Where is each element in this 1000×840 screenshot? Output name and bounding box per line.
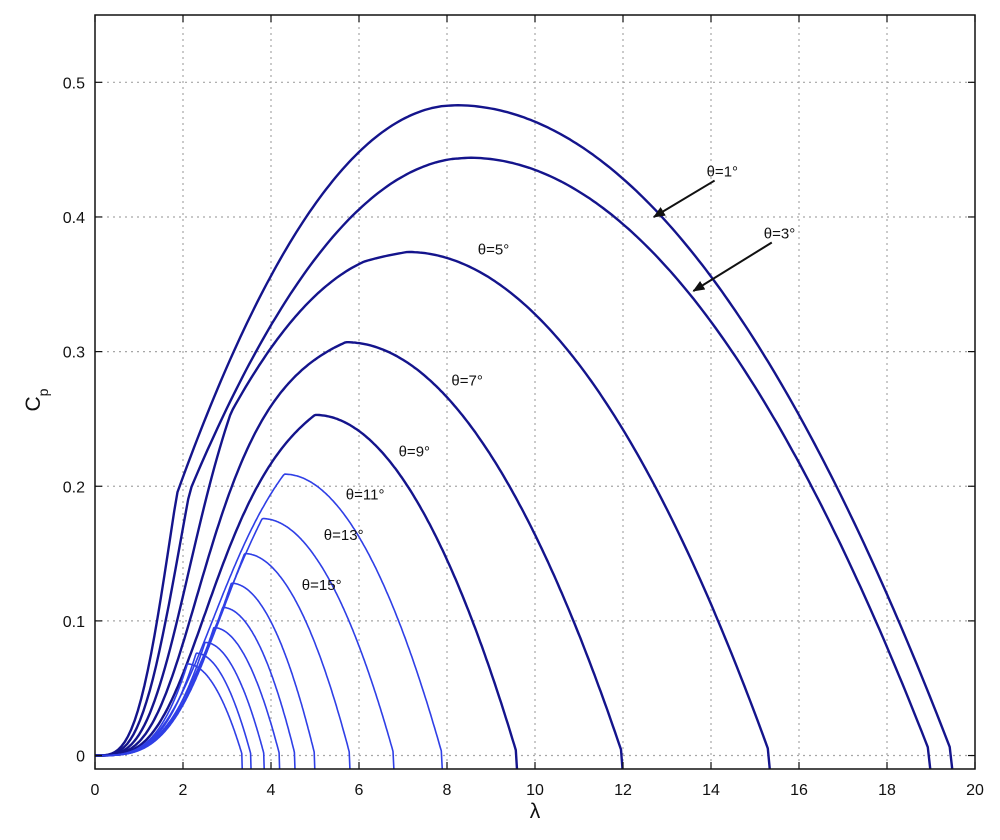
x-tick-label: 10 (526, 782, 544, 799)
series-line-14 (95, 663, 244, 769)
x-tick-label: 12 (614, 782, 632, 799)
x-tick-label: 14 (702, 782, 720, 799)
series-line-4 (95, 341, 624, 769)
x-tick-label: 20 (966, 782, 984, 799)
annotations: θ=1° θ=3° θ=5° θ=7° θ=9° θ=11° θ=13° θ=15° (302, 164, 795, 594)
series-annotation: θ=1° (707, 164, 738, 181)
series-line-6 (95, 473, 444, 769)
x-tick-label: 0 (91, 782, 100, 799)
x-tick-label: 6 (355, 782, 364, 799)
x-tick-label: 2 (179, 782, 188, 799)
y-axis-label-main: C (22, 396, 45, 411)
x-tick-label: 18 (878, 782, 896, 799)
y-tick-label: 0 (76, 749, 85, 766)
series-line-1 (95, 104, 954, 769)
series-annotation: θ=11° (346, 487, 385, 504)
annotation-arrow (692, 241, 773, 292)
series-line-2 (95, 156, 932, 769)
curves (95, 104, 954, 769)
plot-frame (94, 14, 976, 770)
series-annotation: θ=9° (399, 444, 430, 461)
series-annotation: θ=5° (478, 242, 509, 259)
grid (95, 15, 975, 769)
y-tick-label: 0.4 (63, 210, 85, 227)
series-line-5 (95, 413, 519, 769)
x-tick-label: 16 (790, 782, 808, 799)
y-tick-label: 0.3 (63, 345, 85, 362)
series-annotation: θ=13° (324, 527, 364, 544)
y-tick-label: 0.5 (63, 75, 85, 92)
x-tick-label: 4 (267, 782, 276, 799)
series-line-3 (95, 250, 771, 769)
y-tick-label: 0.2 (63, 479, 85, 496)
series-annotation: θ=7° (451, 372, 482, 389)
svg-text:Cp: Cp (22, 388, 51, 411)
y-axis-label-subscript: p (35, 388, 51, 396)
series-annotation: θ=15° (302, 577, 342, 594)
series-line-7 (95, 517, 395, 769)
x-tick-label: 8 (443, 782, 452, 799)
annotation-arrow (652, 179, 716, 218)
series-annotation: θ=3° (764, 226, 795, 243)
ticks: 0 2 4 6 8 10 12 14 16 18 20 0 0.1 0.2 0.3 0.4 0.5 (63, 15, 984, 799)
x-axis-label: λ (530, 800, 541, 823)
y-axis-label: Cp (22, 388, 51, 411)
y-tick-label: 0.1 (63, 614, 85, 631)
